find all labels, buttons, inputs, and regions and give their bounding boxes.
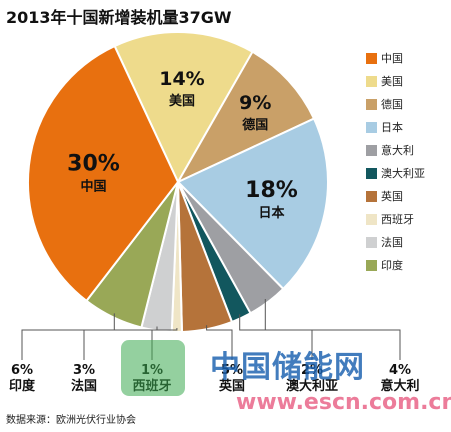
slice-label-value-2: 14%: [159, 68, 204, 90]
legend-swatch: [366, 259, 377, 271]
legend-label: 德国: [381, 98, 403, 111]
legend-swatch: [366, 167, 377, 179]
legend-swatch: [366, 213, 377, 225]
outside-label-value-6: 2%: [301, 363, 323, 378]
legend-item-10: 印度: [366, 257, 403, 273]
legend-item-6: 澳大利亚: [366, 165, 425, 181]
legend-label: 中国: [381, 52, 403, 65]
legend-label: 澳大利亚: [381, 167, 425, 180]
pie-slice-4: [176, 117, 329, 291]
leader-line-5: [264, 299, 401, 360]
legend-swatch: [366, 236, 377, 248]
outside-label-name-7: 英国: [218, 378, 245, 394]
slice-label-value-3: 9%: [239, 92, 271, 114]
legend-swatch: [366, 121, 377, 133]
source-note: 数据来源：欧洲光伏行业协会: [6, 415, 136, 426]
legend-label: 印度: [381, 259, 403, 272]
leader-line-9: [83, 326, 158, 360]
legend-label: 法国: [381, 236, 403, 249]
chart-title: 2013年十国新增装机量37GW: [6, 8, 232, 27]
legend-item-3: 德国: [366, 96, 403, 112]
legend-label: 美国: [381, 75, 403, 88]
outside-label-name-10: 印度: [9, 378, 36, 394]
legend-swatch: [366, 52, 377, 64]
legend-item-1: 中国: [366, 50, 403, 66]
legend-item-5: 意大利: [366, 142, 414, 158]
outside-label-value-5: 4%: [389, 363, 411, 378]
outside-label-name-9: 法国: [71, 378, 97, 394]
leader-line-7: [206, 325, 233, 360]
legend-label: 意大利: [381, 144, 414, 157]
slice-label-value-1: 30%: [67, 152, 120, 177]
outside-label-name-5: 意大利: [380, 378, 419, 394]
legend-swatch: [366, 190, 377, 202]
legend-item-9: 法国: [366, 234, 403, 250]
leader-line-10: [21, 313, 115, 360]
slice-label-name-4: 日本: [258, 205, 284, 221]
watermark-badge: [121, 340, 185, 396]
legend-label: 日本: [381, 121, 403, 134]
legend-swatch: [366, 98, 377, 110]
slice-label-name-2: 美国: [169, 93, 195, 109]
legend-label: 英国: [381, 190, 403, 203]
outside-label-value-10: 6%: [11, 363, 33, 378]
pie-slice-2: [113, 31, 254, 185]
legend-item-4: 日本: [366, 119, 403, 135]
slice-label-name-3: 德国: [242, 117, 268, 133]
legend-item-7: 英国: [366, 188, 403, 204]
legend-swatch: [366, 144, 377, 156]
legend-swatch: [366, 75, 377, 87]
outside-label-name-6: 澳大利亚: [286, 378, 338, 394]
outside-label-value-7: 5%: [221, 363, 243, 378]
outside-label-value-9: 3%: [73, 363, 95, 378]
legend-item-8: 西班牙: [366, 211, 414, 227]
pie-slice-3: [175, 50, 316, 185]
legend-item-2: 美国: [366, 73, 403, 89]
watermark-url: www.escn.com.cn: [236, 390, 451, 415]
pie-slice-1: [27, 44, 180, 303]
watermark-logo-text: 中国储能网: [210, 350, 365, 385]
slice-label-value-4: 18%: [245, 178, 298, 203]
slice-label-name-1: 中国: [81, 179, 107, 195]
legend-label: 西班牙: [381, 213, 414, 226]
